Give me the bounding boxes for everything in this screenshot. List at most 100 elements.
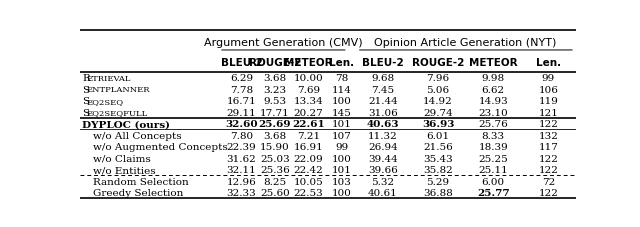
Text: 25.36: 25.36 (260, 165, 290, 175)
Text: 31.06: 31.06 (368, 108, 397, 117)
Text: 132: 132 (538, 131, 558, 140)
Text: 32.33: 32.33 (227, 188, 257, 197)
Text: 99: 99 (542, 74, 555, 83)
Text: EQ2SEQFULL: EQ2SEQFULL (86, 109, 148, 117)
Text: 25.11: 25.11 (478, 165, 508, 175)
Text: 3.68: 3.68 (264, 131, 287, 140)
Text: 10.00: 10.00 (294, 74, 323, 83)
Text: 122: 122 (538, 154, 558, 163)
Text: 3.23: 3.23 (264, 85, 287, 94)
Text: w/o Claims: w/o Claims (93, 154, 151, 163)
Text: w/o All Concepts: w/o All Concepts (93, 131, 182, 140)
Text: ROUGE-2: ROUGE-2 (412, 58, 464, 68)
Text: 36.93: 36.93 (422, 120, 454, 129)
Text: 25.76: 25.76 (478, 120, 508, 129)
Text: 25.77: 25.77 (477, 188, 509, 197)
Text: ENTPLANNER: ENTPLANNER (86, 86, 150, 94)
Text: 8.33: 8.33 (482, 131, 505, 140)
Text: Len.: Len. (536, 58, 561, 68)
Text: 10.05: 10.05 (294, 177, 323, 186)
Text: 5.29: 5.29 (426, 177, 450, 186)
Text: 122: 122 (538, 120, 558, 129)
Text: 6.01: 6.01 (426, 131, 450, 140)
Text: METEOR: METEOR (284, 58, 333, 68)
Text: 99: 99 (335, 143, 349, 152)
Text: 14.93: 14.93 (478, 97, 508, 106)
Text: R: R (83, 74, 90, 83)
Text: 5.06: 5.06 (426, 85, 450, 94)
Text: 114: 114 (332, 85, 352, 94)
Text: 9.98: 9.98 (482, 74, 505, 83)
Text: 100: 100 (332, 97, 352, 106)
Text: 21.44: 21.44 (368, 97, 397, 106)
Text: 22.61: 22.61 (292, 120, 325, 129)
Text: 29.74: 29.74 (423, 108, 453, 117)
Text: 101: 101 (332, 120, 352, 129)
Text: 25.69: 25.69 (259, 120, 291, 129)
Text: 3.68: 3.68 (264, 74, 287, 83)
Text: 22.09: 22.09 (294, 154, 323, 163)
Text: DYPLOC (ours): DYPLOC (ours) (83, 120, 170, 129)
Text: S: S (83, 97, 90, 106)
Text: Argument Generation (CMV): Argument Generation (CMV) (204, 38, 363, 48)
Text: 121: 121 (538, 108, 558, 117)
Text: 39.44: 39.44 (368, 154, 397, 163)
Text: w/o Entities: w/o Entities (93, 165, 156, 175)
Text: 11.32: 11.32 (368, 131, 397, 140)
Text: 23.10: 23.10 (478, 108, 508, 117)
Text: ETRIEVAL: ETRIEVAL (86, 74, 131, 82)
Text: 22.42: 22.42 (294, 165, 323, 175)
Text: 40.63: 40.63 (367, 120, 399, 129)
Text: 14.92: 14.92 (423, 97, 453, 106)
Text: 22.53: 22.53 (294, 188, 323, 197)
Text: Len.: Len. (330, 58, 355, 68)
Text: Greedy Selection: Greedy Selection (93, 188, 184, 197)
Text: 101: 101 (332, 165, 352, 175)
Text: S: S (83, 108, 90, 117)
Text: 16.91: 16.91 (294, 143, 323, 152)
Text: 7.80: 7.80 (230, 131, 253, 140)
Text: 100: 100 (332, 154, 352, 163)
Text: 26.94: 26.94 (368, 143, 397, 152)
Text: 32.60: 32.60 (225, 120, 258, 129)
Text: 6.00: 6.00 (482, 177, 505, 186)
Text: 100: 100 (332, 188, 352, 197)
Text: 6.29: 6.29 (230, 74, 253, 83)
Text: 35.82: 35.82 (423, 165, 453, 175)
Text: 107: 107 (332, 131, 352, 140)
Text: 16.71: 16.71 (227, 97, 257, 106)
Text: 17.71: 17.71 (260, 108, 290, 117)
Text: Opinion Article Generation (NYT): Opinion Article Generation (NYT) (374, 38, 557, 48)
Text: 39.66: 39.66 (368, 165, 397, 175)
Text: EQ2SEQ: EQ2SEQ (86, 97, 124, 105)
Text: 7.96: 7.96 (426, 74, 450, 83)
Text: 35.43: 35.43 (423, 154, 453, 163)
Text: 13.34: 13.34 (294, 97, 323, 106)
Text: 32.11: 32.11 (227, 165, 257, 175)
Text: 119: 119 (538, 97, 558, 106)
Text: 5.32: 5.32 (371, 177, 394, 186)
Text: 7.78: 7.78 (230, 85, 253, 94)
Text: 15.90: 15.90 (260, 143, 290, 152)
Text: 40.61: 40.61 (368, 188, 397, 197)
Text: 145: 145 (332, 108, 352, 117)
Text: 9.53: 9.53 (264, 97, 287, 106)
Text: 7.21: 7.21 (297, 131, 320, 140)
Text: 122: 122 (538, 165, 558, 175)
Text: 7.69: 7.69 (297, 85, 320, 94)
Text: 25.03: 25.03 (260, 154, 290, 163)
Text: 36.88: 36.88 (423, 188, 453, 197)
Text: BLEU-2: BLEU-2 (362, 58, 404, 68)
Text: METEOR: METEOR (469, 58, 518, 68)
Text: w/o Augmented Concepts: w/o Augmented Concepts (93, 143, 228, 152)
Text: ROUGE-2: ROUGE-2 (249, 58, 301, 68)
Text: 22.39: 22.39 (227, 143, 257, 152)
Text: 78: 78 (335, 74, 349, 83)
Text: 7.45: 7.45 (371, 85, 394, 94)
Text: 9.68: 9.68 (371, 74, 394, 83)
Text: 12.96: 12.96 (227, 177, 257, 186)
Text: 29.11: 29.11 (227, 108, 257, 117)
Text: 72: 72 (542, 177, 555, 186)
Text: 6.62: 6.62 (482, 85, 505, 94)
Text: 122: 122 (538, 188, 558, 197)
